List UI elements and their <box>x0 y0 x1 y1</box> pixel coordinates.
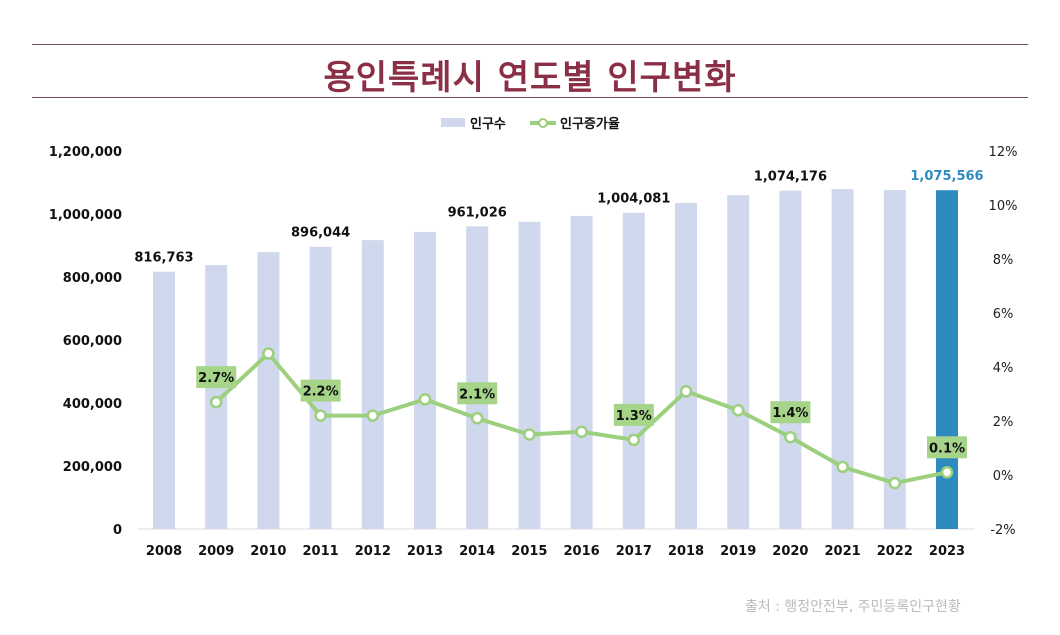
x-axis-tick: 2008 <box>146 544 182 559</box>
right-axis-tick: 2% <box>993 415 1014 430</box>
legend-label-line: 인구증가율 <box>560 116 620 132</box>
line-data-label: 2.1% <box>459 387 495 402</box>
bar-2022 <box>883 190 906 529</box>
line-point-2016 <box>575 425 588 439</box>
x-axis-tick: 2009 <box>198 544 234 559</box>
x-axis-tick: 2023 <box>929 544 965 559</box>
bar-data-label: 1,075,566 <box>910 169 983 184</box>
right-axis-tick: 6% <box>993 307 1014 322</box>
left-axis-tick: 1,000,000 <box>49 208 122 223</box>
right-axis-tick: 0% <box>993 469 1014 484</box>
line-data-label: 2.2% <box>303 385 339 400</box>
bar-2012 <box>361 240 384 529</box>
line-point-2009 <box>209 395 223 409</box>
bar-2015 <box>518 221 541 529</box>
line-point-2011 <box>314 409 327 422</box>
legend-marker-line <box>538 118 548 128</box>
line-point-2014 <box>470 412 484 425</box>
bar-2018 <box>675 202 697 529</box>
line-label-box <box>196 366 237 389</box>
left-axis-tick: 0 <box>113 523 122 538</box>
x-axis-tick: 2013 <box>407 544 443 559</box>
line-point-2020 <box>784 430 797 444</box>
right-axis-tick: 8% <box>993 253 1014 268</box>
x-axis-tick: 2016 <box>564 544 600 559</box>
bar-2014 <box>466 226 489 530</box>
bar-2010 <box>257 252 280 530</box>
line-data-label: 1.3% <box>616 409 652 424</box>
line-point-2021 <box>836 460 849 474</box>
line-label-box <box>613 403 654 426</box>
right-axis-tick: -2% <box>990 523 1015 538</box>
bar-2020 <box>779 190 802 529</box>
bar-2008 <box>153 271 175 529</box>
x-axis-tick: 2012 <box>355 544 391 559</box>
right-axis-tick: 10% <box>989 199 1018 214</box>
bar-data-label: 961,026 <box>448 205 507 220</box>
x-axis-tick: 2014 <box>459 544 495 559</box>
bottom-rule <box>32 97 1028 98</box>
source-note: 출처 : 행정안전부, 주민등록인구현황 <box>745 599 961 615</box>
x-axis-tick: 2019 <box>720 544 756 559</box>
line-point-2017 <box>627 433 641 447</box>
x-axis-tick: 2021 <box>825 544 861 559</box>
line-point-2010 <box>262 347 275 360</box>
line-label-box <box>927 436 967 459</box>
line-data-label: 1.4% <box>772 406 808 421</box>
line-data-label: 2.7% <box>198 371 234 386</box>
line-point-2019 <box>731 403 745 417</box>
line-data-label: 0.1% <box>929 441 965 456</box>
x-axis-tick: 2010 <box>250 544 286 559</box>
chart-title: 용인특례시 연도별 인구변화 <box>323 58 737 98</box>
line-point-2022 <box>888 476 902 490</box>
right-axis-tick: 12% <box>989 145 1018 160</box>
bar-2021 <box>831 189 854 530</box>
legend-label-bar: 인구수 <box>470 116 506 132</box>
line-point-2015 <box>523 428 536 441</box>
line-point-2018 <box>679 385 693 398</box>
right-axis-tick: 4% <box>993 361 1014 376</box>
line-point-2023 <box>940 466 954 479</box>
line-label-box <box>770 401 811 424</box>
bar-2017 <box>622 212 645 529</box>
top-rule <box>32 44 1028 45</box>
x-axis-tick: 2017 <box>616 544 652 559</box>
line-label-box <box>457 382 498 405</box>
bar-2013 <box>414 231 436 529</box>
bar-data-label: 1,074,176 <box>754 170 827 185</box>
x-axis-tick: 2020 <box>772 544 808 559</box>
left-axis-tick: 200,000 <box>63 460 122 475</box>
x-axis-tick: 2022 <box>877 544 913 559</box>
line-point-2013 <box>418 393 432 406</box>
bar-2016 <box>570 215 593 529</box>
x-axis-tick: 2018 <box>668 544 704 559</box>
left-axis-tick: 400,000 <box>63 397 122 412</box>
left-axis-tick: 1,200,000 <box>49 145 122 160</box>
left-axis-tick: 600,000 <box>63 334 122 349</box>
bar-data-label: 1,004,081 <box>597 192 670 207</box>
line-label-box <box>300 379 341 402</box>
line-point-2012 <box>366 409 380 422</box>
legend-swatch-bar <box>441 118 465 127</box>
left-axis-tick: 800,000 <box>63 271 122 286</box>
bar-2019 <box>727 195 750 529</box>
x-axis-tick: 2011 <box>303 544 339 559</box>
x-axis-tick: 2015 <box>511 544 547 559</box>
bar-data-label: 816,763 <box>134 251 193 266</box>
bar-data-label: 896,044 <box>291 226 350 241</box>
